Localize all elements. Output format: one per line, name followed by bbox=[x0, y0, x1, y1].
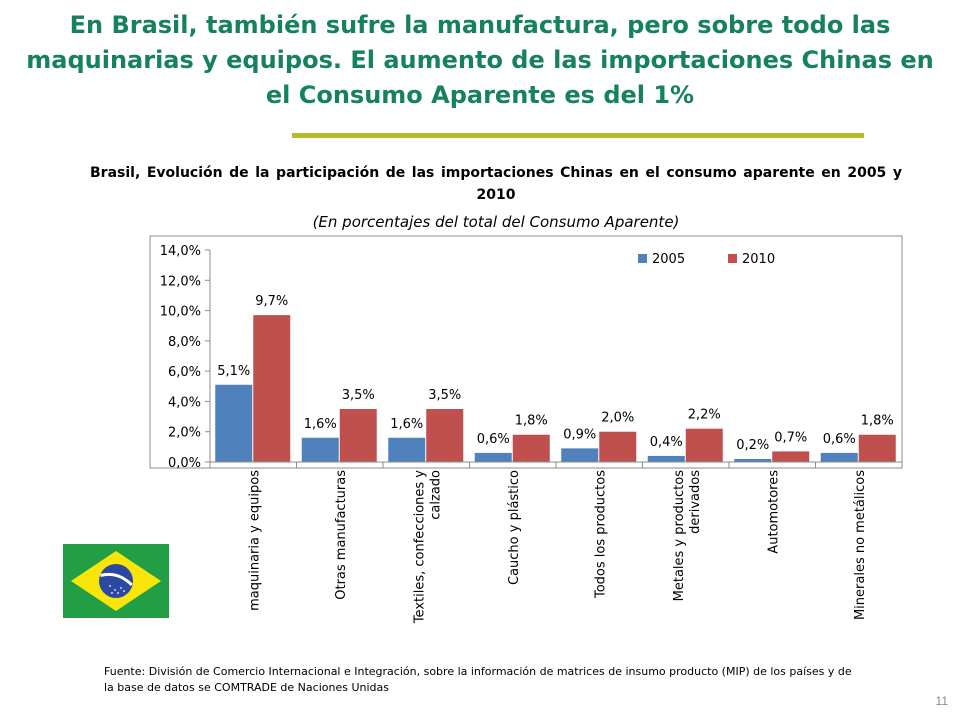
bar-2005 bbox=[388, 437, 426, 462]
category-label: maquinaria y equipos bbox=[247, 470, 262, 611]
bar-2010 bbox=[512, 434, 550, 462]
y-axis: 0,0% 2,0% 4,0% 6,0% 8,0% 10,0% 12,0% 14,0% bbox=[160, 244, 211, 471]
data-label-2005: 5,1% bbox=[217, 364, 250, 379]
category-label-line: maquinaria y equipos bbox=[247, 470, 262, 611]
bar-2010 bbox=[685, 428, 723, 462]
y-tick-label: 12,0% bbox=[160, 274, 201, 289]
data-label-2010: 3,5% bbox=[428, 388, 461, 403]
category-label-line: Metales y productos bbox=[672, 470, 687, 602]
y-tick-label: 6,0% bbox=[168, 365, 201, 380]
source-note: Fuente: División de Comercio Internacion… bbox=[104, 665, 852, 694]
category-label-line: Textiles, confecciones y bbox=[412, 470, 427, 624]
legend-swatch-2005 bbox=[638, 254, 647, 263]
data-label-2010: 1,8% bbox=[861, 414, 894, 429]
bar-2010 bbox=[599, 431, 637, 462]
bar-2005 bbox=[215, 384, 253, 462]
legend-label-2005: 2005 bbox=[652, 252, 685, 267]
bar-2010 bbox=[253, 315, 291, 462]
bar-2010 bbox=[426, 409, 464, 462]
bar-2005 bbox=[301, 437, 339, 462]
data-label-2005: 0,6% bbox=[823, 432, 856, 447]
category-label: Metales y productosderivados bbox=[672, 470, 703, 602]
data-label-2010: 1,8% bbox=[515, 414, 548, 429]
data-label-2005: 0,9% bbox=[563, 427, 596, 442]
category-label: Todos los productos bbox=[593, 470, 608, 599]
bar-2005 bbox=[647, 455, 685, 462]
bar-2005 bbox=[734, 458, 772, 462]
chart-subtitle: (En porcentajes del total del Consumo Ap… bbox=[312, 213, 680, 231]
y-tick-label: 0,0% bbox=[168, 456, 201, 471]
slide-title: En Brasil, también sufre la manufactura,… bbox=[26, 11, 934, 109]
y-tick-label: 14,0% bbox=[160, 244, 201, 259]
bars bbox=[215, 315, 896, 462]
category-label-line: Caucho y plástico bbox=[507, 470, 522, 585]
category-label: Minerales no metálicos bbox=[853, 470, 868, 620]
x-axis: maquinaria y equipos Otras manufacturas Te… bbox=[209, 461, 903, 624]
data-label-2005: 0,6% bbox=[477, 432, 510, 447]
bar-2010 bbox=[339, 409, 377, 462]
page-number: 11 bbox=[935, 694, 948, 708]
legend-swatch-2010 bbox=[728, 254, 737, 263]
bar-2010 bbox=[858, 434, 896, 462]
legend-label-2010: 2010 bbox=[742, 252, 775, 267]
category-label-line: calzado bbox=[428, 470, 443, 520]
data-label-2010: 2,0% bbox=[601, 411, 634, 426]
y-tick-label: 8,0% bbox=[168, 335, 201, 350]
data-label-2010: 2,2% bbox=[688, 408, 721, 423]
bar-2005 bbox=[561, 448, 599, 462]
category-label: Caucho y plástico bbox=[507, 470, 522, 585]
y-tick-label: 10,0% bbox=[160, 305, 201, 320]
data-label-2010: 3,5% bbox=[342, 388, 375, 403]
data-label-2005: 0,4% bbox=[650, 435, 683, 450]
data-label-2010: 9,7% bbox=[255, 294, 288, 309]
y-tick-label: 4,0% bbox=[168, 395, 201, 410]
category-label-line: derivados bbox=[688, 470, 703, 534]
data-label-2005: 0,2% bbox=[736, 438, 769, 453]
category-label: Automotores bbox=[766, 470, 781, 554]
data-label-2005: 1,6% bbox=[390, 417, 423, 432]
category-label-line: Automotores bbox=[766, 470, 781, 554]
bar-labels: 5,1% 1,6% 1,6% 0,6% 0,9% 0,4% 0,2% 0,6% 9,7% 3,5%… bbox=[217, 294, 894, 453]
category-label: Textiles, confecciones ycalzado bbox=[412, 470, 443, 624]
bar-2010 bbox=[772, 451, 810, 462]
legend: 2005 2010 bbox=[638, 252, 775, 267]
y-tick-label: 2,0% bbox=[168, 426, 201, 441]
category-label-line: Minerales no metálicos bbox=[853, 470, 868, 620]
data-label-2010: 0,7% bbox=[774, 430, 807, 445]
category-label-line: Todos los productos bbox=[593, 470, 608, 599]
category-label: Otras manufacturas bbox=[334, 470, 349, 600]
bar-2005 bbox=[820, 452, 858, 462]
chart-title: Brasil, Evolución de la participación de… bbox=[90, 165, 902, 203]
title-underline bbox=[292, 133, 864, 138]
category-label-line: Otras manufacturas bbox=[334, 470, 349, 600]
data-label-2005: 1,6% bbox=[304, 417, 337, 432]
brazil-flag-icon bbox=[63, 544, 169, 618]
bar-2005 bbox=[474, 452, 512, 462]
